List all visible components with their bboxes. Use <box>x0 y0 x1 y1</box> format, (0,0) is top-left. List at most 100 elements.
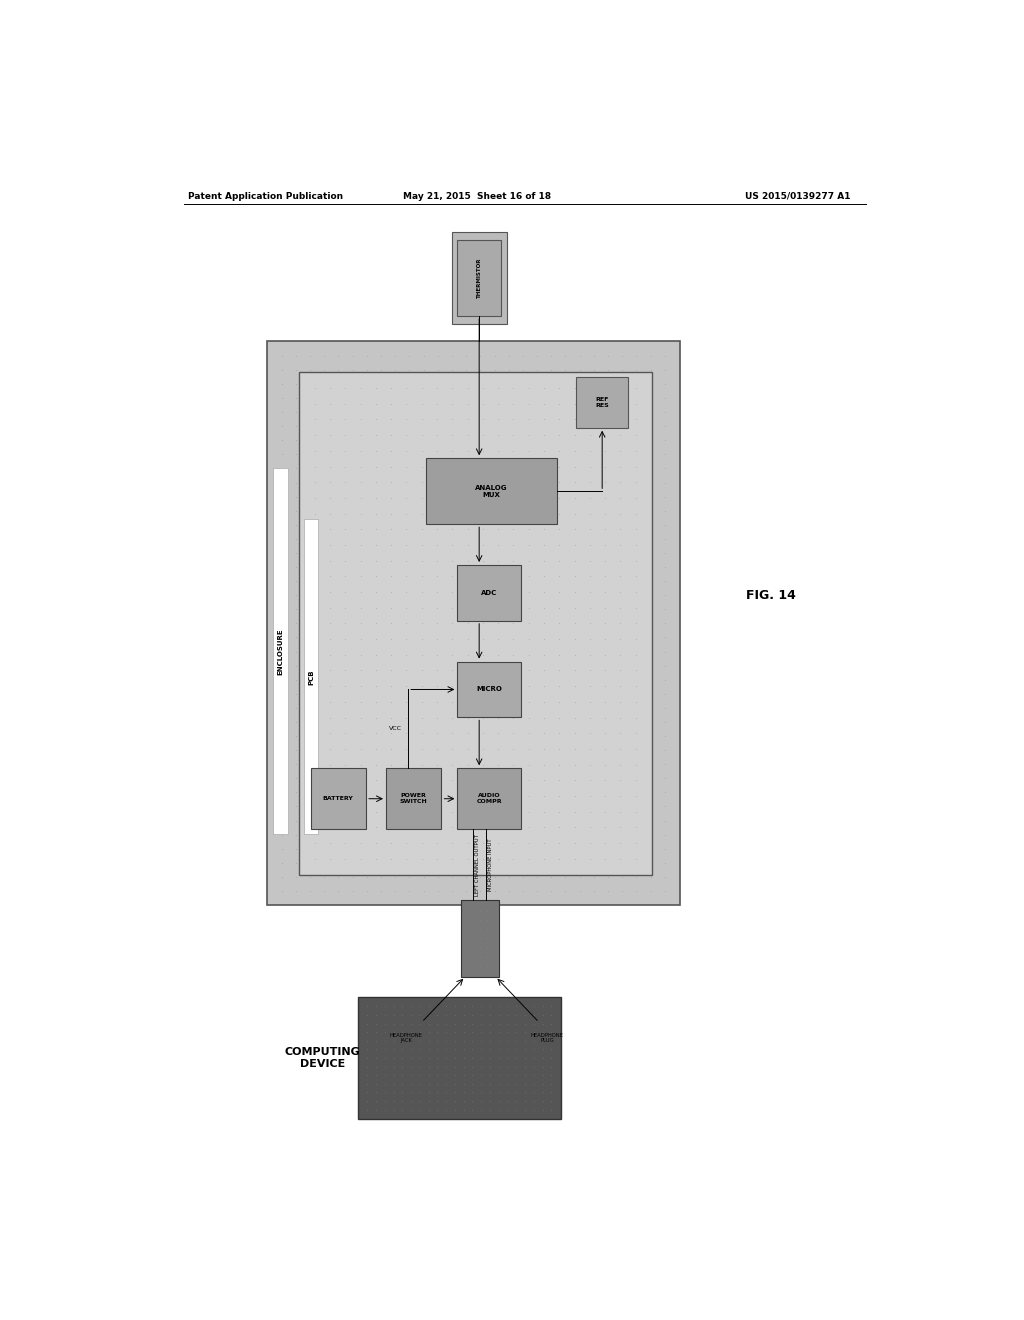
Point <box>429 1012 445 1034</box>
Point <box>344 388 360 409</box>
Point <box>288 684 304 705</box>
Point <box>543 739 559 760</box>
Point <box>387 754 403 775</box>
Point <box>501 768 517 789</box>
Point <box>403 1090 420 1111</box>
Point <box>515 726 531 747</box>
Point <box>628 441 644 462</box>
Point <box>586 570 602 591</box>
Point <box>401 416 418 437</box>
Point <box>385 1005 401 1026</box>
Point <box>373 627 389 648</box>
Point <box>466 909 482 931</box>
Point <box>412 1012 428 1034</box>
Point <box>614 866 631 887</box>
Point <box>489 770 506 791</box>
Point <box>387 768 403 789</box>
Point <box>358 388 375 409</box>
Point <box>566 597 583 618</box>
Point <box>557 612 573 634</box>
Point <box>472 346 488 367</box>
Point <box>460 785 476 807</box>
Point <box>478 900 495 921</box>
Point <box>582 455 598 477</box>
Point <box>528 754 545 775</box>
Point <box>398 503 415 524</box>
Point <box>358 374 375 395</box>
Point <box>352 785 369 807</box>
Point <box>330 528 346 549</box>
Point <box>500 1005 516 1026</box>
Point <box>358 500 375 521</box>
Point <box>486 374 503 395</box>
Point <box>642 416 658 437</box>
Point <box>302 515 318 536</box>
Point <box>368 597 384 618</box>
Point <box>656 642 673 663</box>
Point <box>373 585 389 606</box>
Point <box>475 644 492 665</box>
Point <box>515 585 531 606</box>
Point <box>368 566 384 587</box>
Point <box>429 374 445 395</box>
Point <box>444 785 461 807</box>
Point <box>398 535 415 556</box>
Point <box>446 1005 463 1026</box>
Point <box>373 824 389 845</box>
Point <box>443 711 460 733</box>
Point <box>429 597 445 618</box>
Point <box>458 458 474 479</box>
Point <box>344 880 360 902</box>
Point <box>629 655 645 676</box>
Point <box>520 738 537 759</box>
Point <box>458 824 474 845</box>
Point <box>642 866 658 887</box>
Point <box>571 444 588 465</box>
Point <box>464 1073 480 1094</box>
Point <box>444 487 461 508</box>
Point <box>368 1073 384 1094</box>
Point <box>528 543 545 564</box>
Point <box>614 768 631 789</box>
Point <box>385 1064 401 1085</box>
Point <box>416 726 432 747</box>
Point <box>273 388 290 409</box>
Point <box>429 535 445 556</box>
Point <box>586 515 602 536</box>
Point <box>337 644 353 665</box>
Point <box>429 557 445 578</box>
Point <box>528 880 545 902</box>
Point <box>597 455 613 477</box>
Point <box>472 697 488 718</box>
Point <box>642 444 658 465</box>
Point <box>586 684 602 705</box>
Point <box>429 599 445 620</box>
Point <box>429 644 445 665</box>
Point <box>508 1073 524 1094</box>
Point <box>614 781 631 803</box>
Point <box>475 738 492 759</box>
Point <box>642 669 658 690</box>
Point <box>460 487 476 508</box>
Point <box>501 500 517 521</box>
Point <box>429 1039 445 1060</box>
Point <box>656 781 673 803</box>
Point <box>656 515 673 536</box>
Point <box>501 528 517 549</box>
Point <box>398 487 415 508</box>
Point <box>412 1064 428 1085</box>
Point <box>528 642 545 663</box>
Point <box>551 612 567 634</box>
Point <box>612 441 629 462</box>
Point <box>337 708 353 729</box>
Point <box>414 441 430 462</box>
Point <box>302 528 318 549</box>
Point <box>344 500 360 521</box>
Point <box>302 684 318 705</box>
Point <box>344 838 360 859</box>
Point <box>475 503 492 524</box>
Point <box>520 722 537 743</box>
Point <box>515 796 531 817</box>
Point <box>421 1073 437 1094</box>
Point <box>316 599 333 620</box>
